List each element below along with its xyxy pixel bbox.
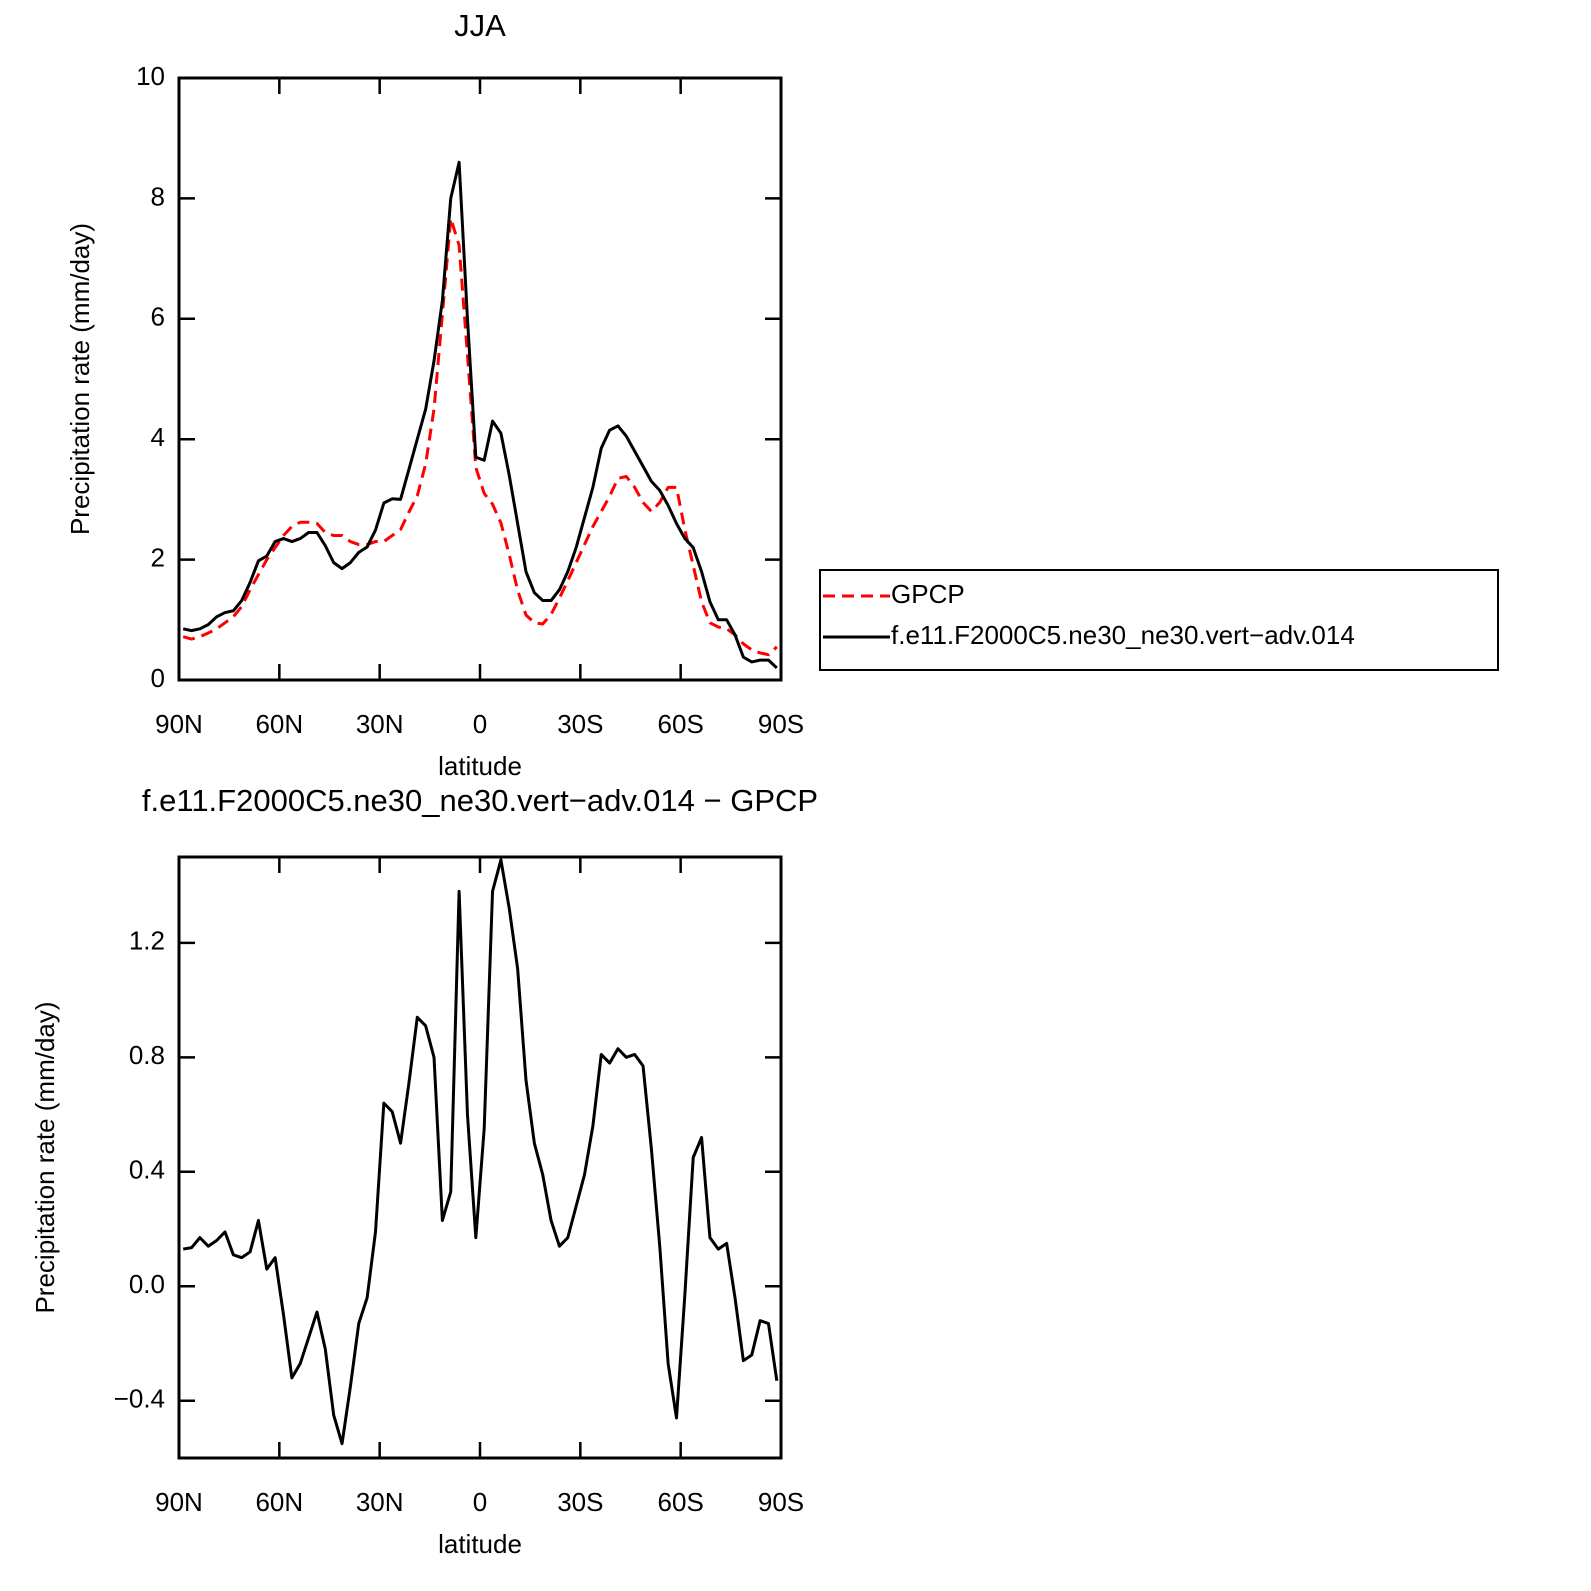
series-line — [182, 858, 779, 1446]
series-line — [182, 160, 778, 670]
x-tick-label: 60S — [658, 1487, 704, 1517]
y-axis-label: Precipitation rate (mm/day) — [30, 1001, 60, 1313]
x-axis-label: latitude — [438, 1529, 522, 1559]
y-tick-label: 10 — [136, 61, 165, 91]
x-tick-label: 60N — [255, 709, 303, 739]
y-tick-label: 8 — [151, 181, 165, 211]
y-tick-label: 0 — [151, 663, 165, 693]
x-tick-label: 0 — [473, 1487, 487, 1517]
x-tick-label: 30S — [557, 1487, 603, 1517]
series-line — [182, 216, 778, 657]
y-tick-label: −0.4 — [114, 1384, 165, 1414]
y-tick-label: 4 — [151, 422, 165, 452]
x-tick-label: 60N — [255, 1487, 303, 1517]
x-tick-label: 0 — [473, 709, 487, 739]
x-axis-label: latitude — [438, 751, 522, 781]
chart-title: JJA — [454, 8, 506, 43]
legend-label: f.e11.F2000C5.ne30_ne30.vert−adv.014 — [891, 620, 1355, 650]
y-tick-label: 1.2 — [129, 926, 165, 956]
legend-label: GPCP — [891, 579, 965, 609]
x-tick-label: 90S — [758, 1487, 804, 1517]
y-tick-label: 2 — [151, 542, 165, 572]
x-tick-label: 90N — [155, 1487, 203, 1517]
y-tick-label: 6 — [151, 302, 165, 332]
plot-frame — [177, 855, 783, 1460]
x-tick-label: 90N — [155, 709, 203, 739]
y-axis-label: Precipitation rate (mm/day) — [65, 223, 95, 535]
x-tick-label: 30N — [356, 1487, 404, 1517]
y-tick-label: 0.4 — [129, 1155, 165, 1185]
x-tick-label: 60S — [658, 709, 704, 739]
x-tick-label: 30S — [557, 709, 603, 739]
chart-title: f.e11.F2000C5.ne30_ne30.vert−adv.014 − G… — [142, 783, 818, 818]
y-tick-label: 0.8 — [129, 1040, 165, 1070]
x-tick-label: 90S — [758, 709, 804, 739]
legend-box — [819, 569, 1499, 671]
x-tick-label: 30N — [356, 709, 404, 739]
plot-frame — [177, 76, 783, 682]
y-tick-label: 0.0 — [129, 1269, 165, 1299]
